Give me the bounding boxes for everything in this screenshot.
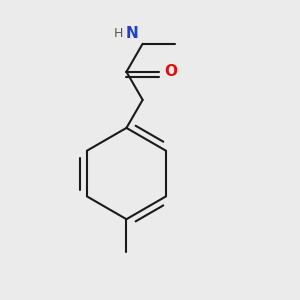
Text: O: O	[164, 64, 177, 79]
Text: H: H	[114, 27, 124, 40]
Text: N: N	[125, 26, 138, 41]
